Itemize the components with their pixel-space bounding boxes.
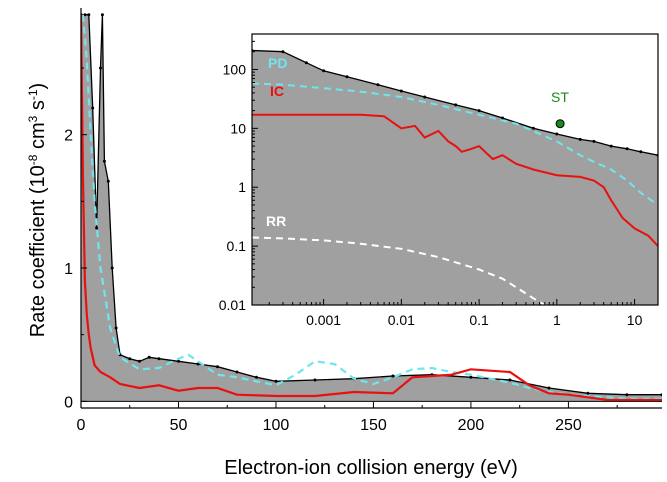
main-series-experiment-point <box>660 393 662 397</box>
main-series-experiment-point <box>87 13 91 17</box>
main-series-experiment-point <box>83 13 87 17</box>
main-y-tick-label: 1 <box>64 261 73 278</box>
main-series-experiment-point <box>106 179 110 183</box>
inset-series-experiment-point <box>454 103 458 107</box>
inset-y-tick-label: 0.1 <box>227 238 247 254</box>
inset-y-tick-label: 0.01 <box>219 297 246 313</box>
main-series-experiment-point <box>274 379 278 383</box>
main-series-ic-line <box>81 14 662 402</box>
inset-series-rr-line <box>252 236 547 305</box>
inset-y-tick-label: 100 <box>223 61 247 77</box>
inset-series-experiment-point <box>399 89 403 93</box>
inset-x-tick-label: 0.1 <box>469 312 489 328</box>
main-series-experiment-point <box>625 393 629 397</box>
main-series-experiment-point <box>100 13 104 17</box>
main-series-experiment-point <box>95 226 99 230</box>
main-series-experiment-point <box>391 374 395 378</box>
main-series-experiment-point <box>586 391 590 395</box>
inset-series-experiment-point <box>304 61 308 65</box>
main-series-experiment-point <box>102 159 106 163</box>
inset-series-experiment-point <box>423 95 427 99</box>
main-series-experiment-point <box>255 375 258 379</box>
main-series-experiment-point <box>216 365 219 369</box>
x-axis-label: Electron-ion collision energy (eV) <box>224 457 517 479</box>
main-series-experiment-line <box>81 14 662 396</box>
main-series-experiment-point <box>138 359 141 363</box>
main-axes: 0 50 100 150 200 250 0 1 2 <box>64 8 662 434</box>
main-x-tick-label: 150 <box>360 417 387 434</box>
main-series-experiment-point <box>157 357 161 361</box>
inset-series-experiment-point <box>578 137 582 141</box>
inset-y-tick-label: 10 <box>230 120 246 136</box>
main-series-experiment-point <box>110 266 114 270</box>
main-x-tick-label: 200 <box>458 417 485 434</box>
main-y-tick-label: 2 <box>64 128 73 145</box>
inset-series-experiment-point <box>625 147 629 151</box>
legend-label-st: ST <box>551 89 569 105</box>
main-series-experiment-point <box>99 66 102 70</box>
main-series-experiment-point <box>508 378 512 382</box>
inset-series-experiment-point <box>555 132 559 136</box>
inset-x-tick-label: 1 <box>553 312 561 328</box>
inset-y-tick-label: 1 <box>238 179 246 195</box>
main-series-experiment-point <box>547 386 551 390</box>
main-x-tick-label: 100 <box>263 417 290 434</box>
main-series-experiment-point <box>147 355 151 359</box>
inset-series-experiment-point <box>639 150 643 154</box>
main-series-experiment-point <box>177 359 180 363</box>
inset-point-st <box>555 119 565 129</box>
main-series-experiment-point <box>469 375 473 379</box>
inset-series-experiment-point <box>531 126 535 130</box>
inset-series-experiment-point <box>609 144 613 148</box>
inset-plot <box>252 49 658 305</box>
main-plot <box>81 13 662 402</box>
main-series-experiment-point <box>128 357 132 361</box>
inset-series-experiment-point <box>592 139 596 143</box>
legend-label-rr: RR <box>266 213 286 229</box>
main-x-tick-label: 50 <box>170 417 188 434</box>
main-x-tick-label: 0 <box>77 417 86 434</box>
inset-series-experiment-point <box>345 75 349 79</box>
legend-label-pd: PD <box>268 55 287 71</box>
inset-series-experiment-point <box>376 83 380 87</box>
main-series-experiment-point <box>235 370 239 374</box>
inset-series-experiment-point <box>477 109 481 113</box>
main-x-tick-label: 250 <box>555 417 582 434</box>
inset-series-experiment-point <box>281 50 285 54</box>
main-series-pd-line <box>81 14 662 400</box>
main-series-experiment-point <box>91 106 95 110</box>
inset-x-tick-label: 0.001 <box>306 312 341 328</box>
main-series-experiment-point <box>114 326 118 330</box>
inset-series-ic-line <box>252 113 658 247</box>
main-y-tick-label: 0 <box>64 394 73 411</box>
y-axis-label: Rate coefficient (10-8 cm3 s-1) <box>26 83 49 337</box>
inset-x-tick-label: 0.01 <box>388 312 415 328</box>
inset-series-pd-line <box>252 82 658 206</box>
inset-series-experiment-point <box>501 116 504 120</box>
inset-axes: 0.001 0.01 0.1 1 10 0.01 0.1 1 10 100 <box>219 33 659 328</box>
legend-label-ic: IC <box>270 83 284 99</box>
main-series-experiment-point <box>313 378 317 382</box>
inset-series-experiment-point <box>322 69 326 73</box>
main-series-experiment-point <box>196 362 200 366</box>
inset-x-tick-label: 10 <box>627 312 643 328</box>
